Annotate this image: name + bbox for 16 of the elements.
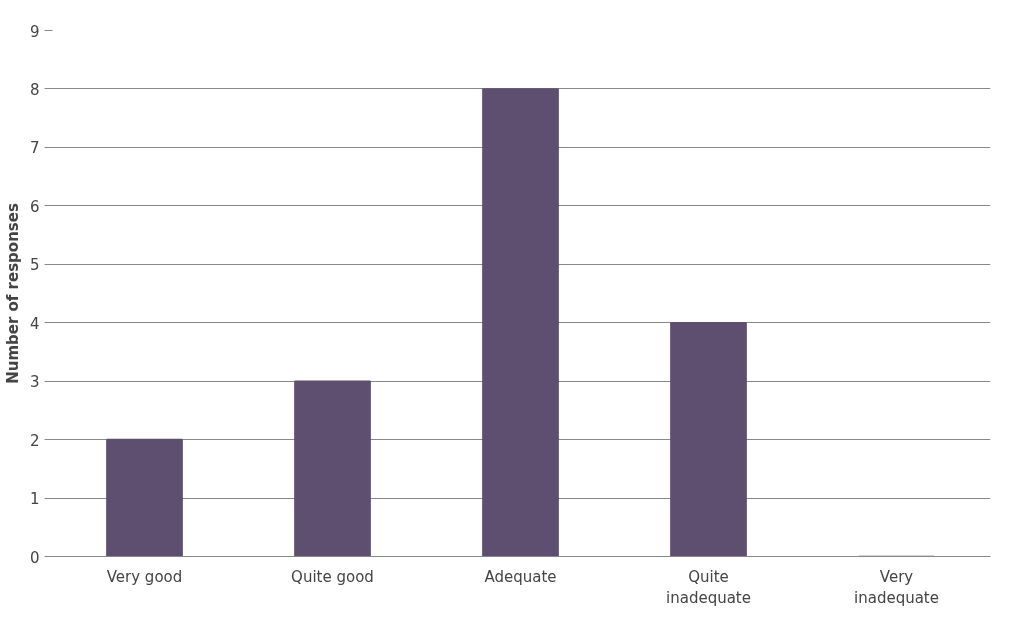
y-tick-label: 8 [29, 80, 40, 99]
y-tick-label: 5 [29, 256, 40, 275]
x-tick-label: Very inadequate [854, 567, 939, 608]
x-tick-label: Adequate [484, 567, 557, 586]
y-tick-label: 7 [29, 139, 40, 158]
y-tick-label: 9 [29, 22, 40, 41]
y-tick-label: 4 [29, 314, 40, 333]
y-tick-label: 3 [29, 373, 40, 392]
x-tick-label: Very good [106, 567, 183, 586]
y-axis-title: Number of responses [3, 203, 22, 384]
y-tick-label: 6 [29, 197, 40, 216]
y-tick-label: 2 [29, 431, 40, 450]
x-tick-label: Quite inadequate [666, 567, 751, 608]
x-tick-label: Quite good [291, 567, 374, 586]
y-tick-label: 1 [29, 490, 40, 509]
y-tick-label: 0 [29, 548, 40, 567]
